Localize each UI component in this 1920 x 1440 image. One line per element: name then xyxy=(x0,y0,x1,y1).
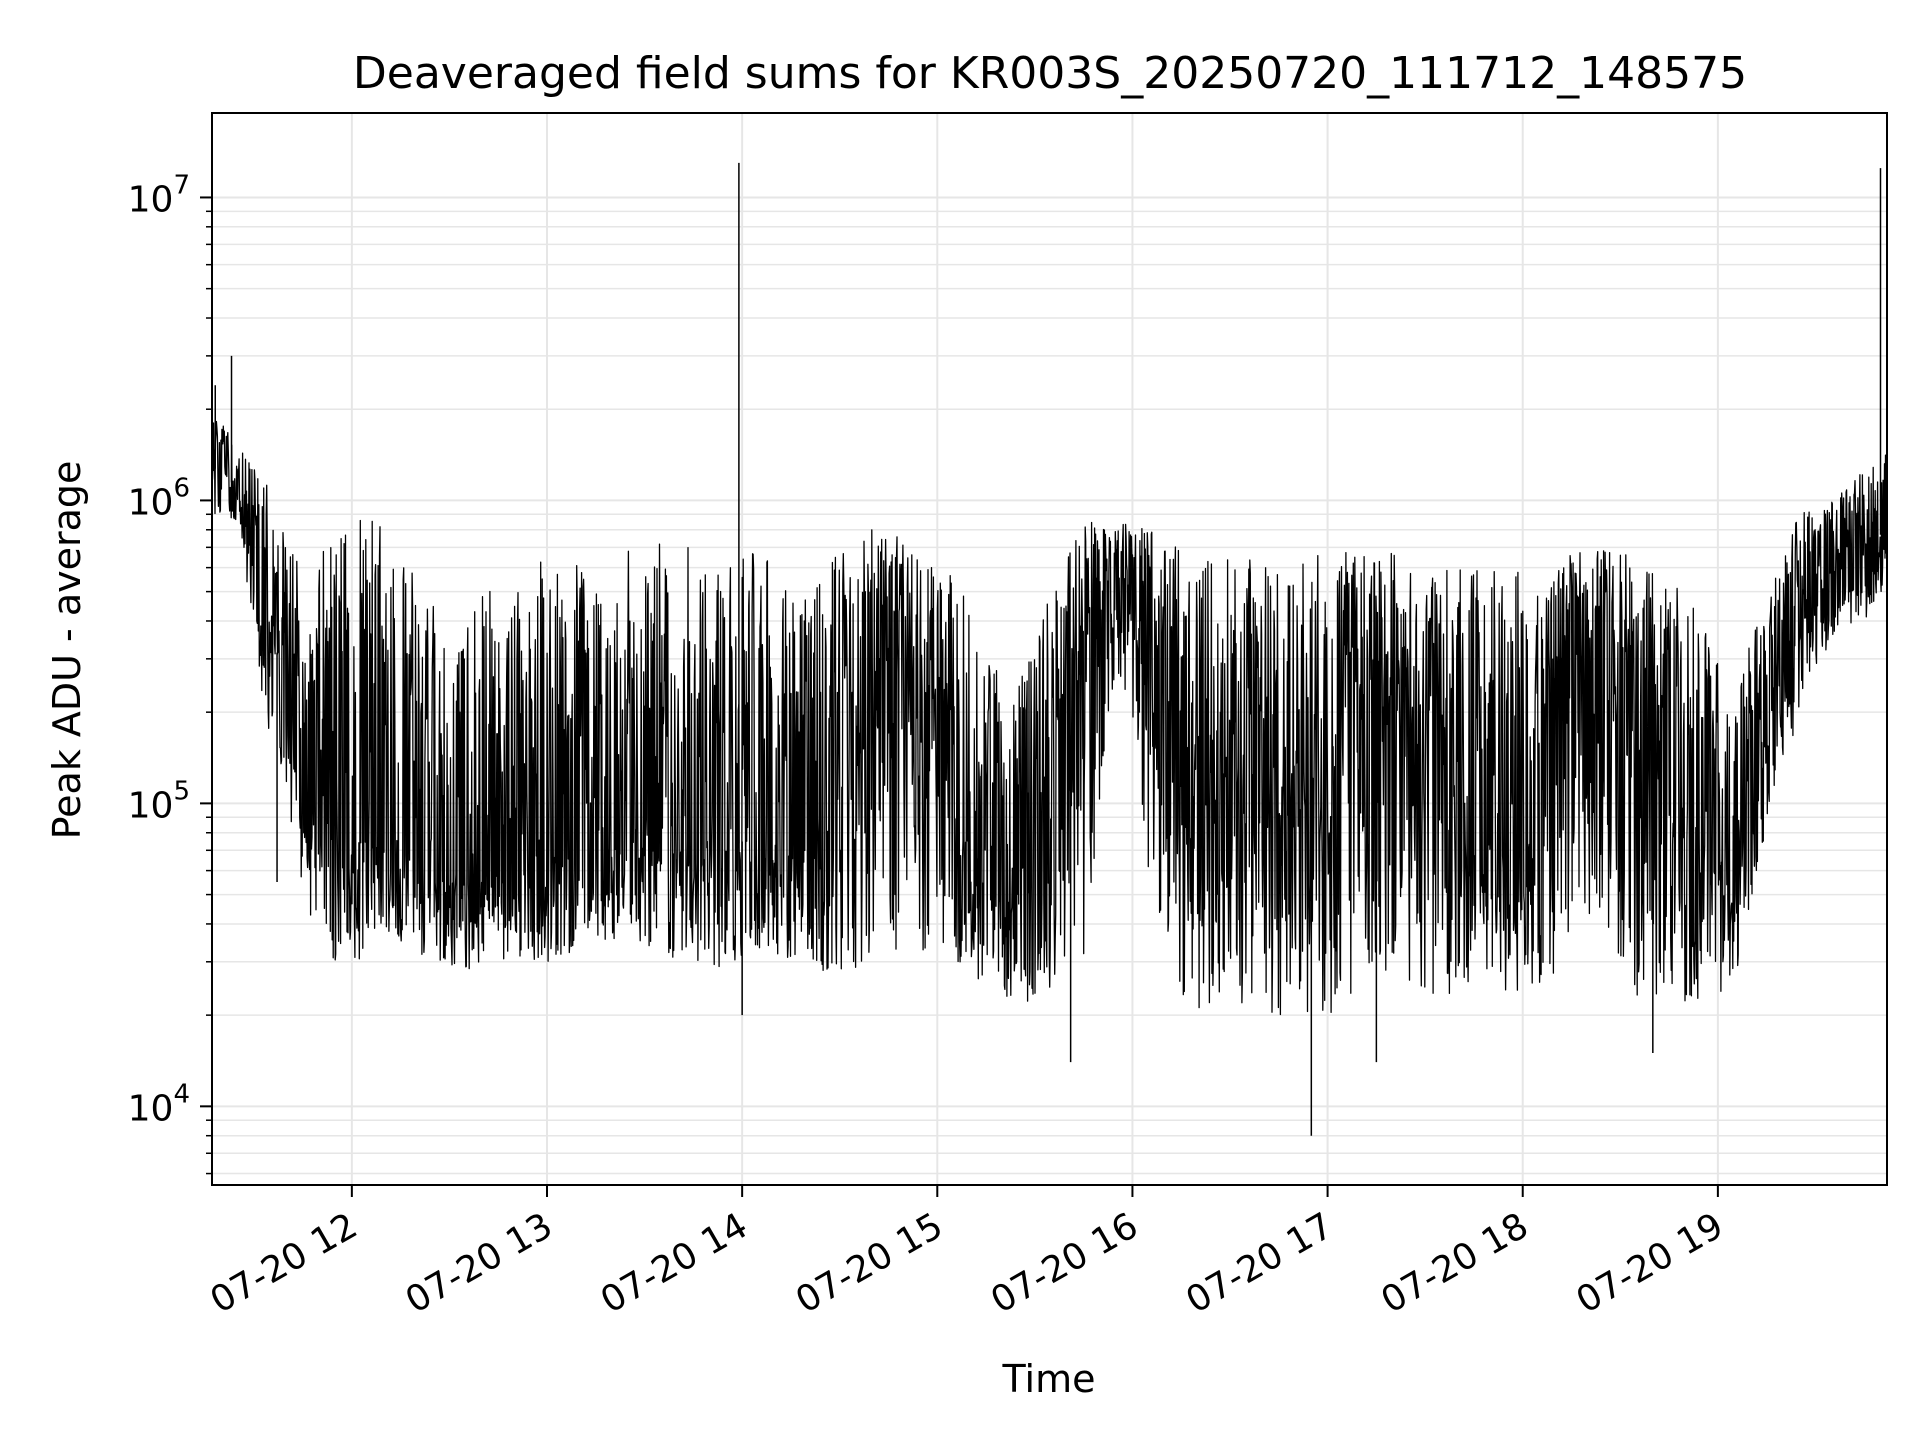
y-tick-exponent: 7 xyxy=(173,170,190,200)
y-tick-label: 107 xyxy=(128,170,190,220)
y-tick-base: 10 xyxy=(128,179,174,220)
series-peak-adu xyxy=(212,162,1887,1136)
y-axis-label: Peak ADU - average xyxy=(45,461,89,840)
y-tick-base: 10 xyxy=(128,482,174,523)
y-tick-base: 10 xyxy=(128,785,174,826)
spike-marks xyxy=(214,162,1882,1136)
y-tick-base: 10 xyxy=(128,1088,174,1129)
x-axis-label: Time xyxy=(1002,1357,1096,1401)
series-line xyxy=(212,420,1887,1016)
y-tick-exponent: 5 xyxy=(173,776,190,806)
y-tick-exponent: 4 xyxy=(173,1079,190,1109)
y-tick-label: 104 xyxy=(128,1079,190,1129)
y-tick-exponent: 6 xyxy=(173,473,190,503)
chart-title: Deaveraged field sums for KR003S_2025072… xyxy=(353,48,1747,99)
plot-frame xyxy=(211,112,1888,1186)
y-tick-label: 106 xyxy=(128,473,190,523)
y-tick-label: 105 xyxy=(128,776,190,826)
